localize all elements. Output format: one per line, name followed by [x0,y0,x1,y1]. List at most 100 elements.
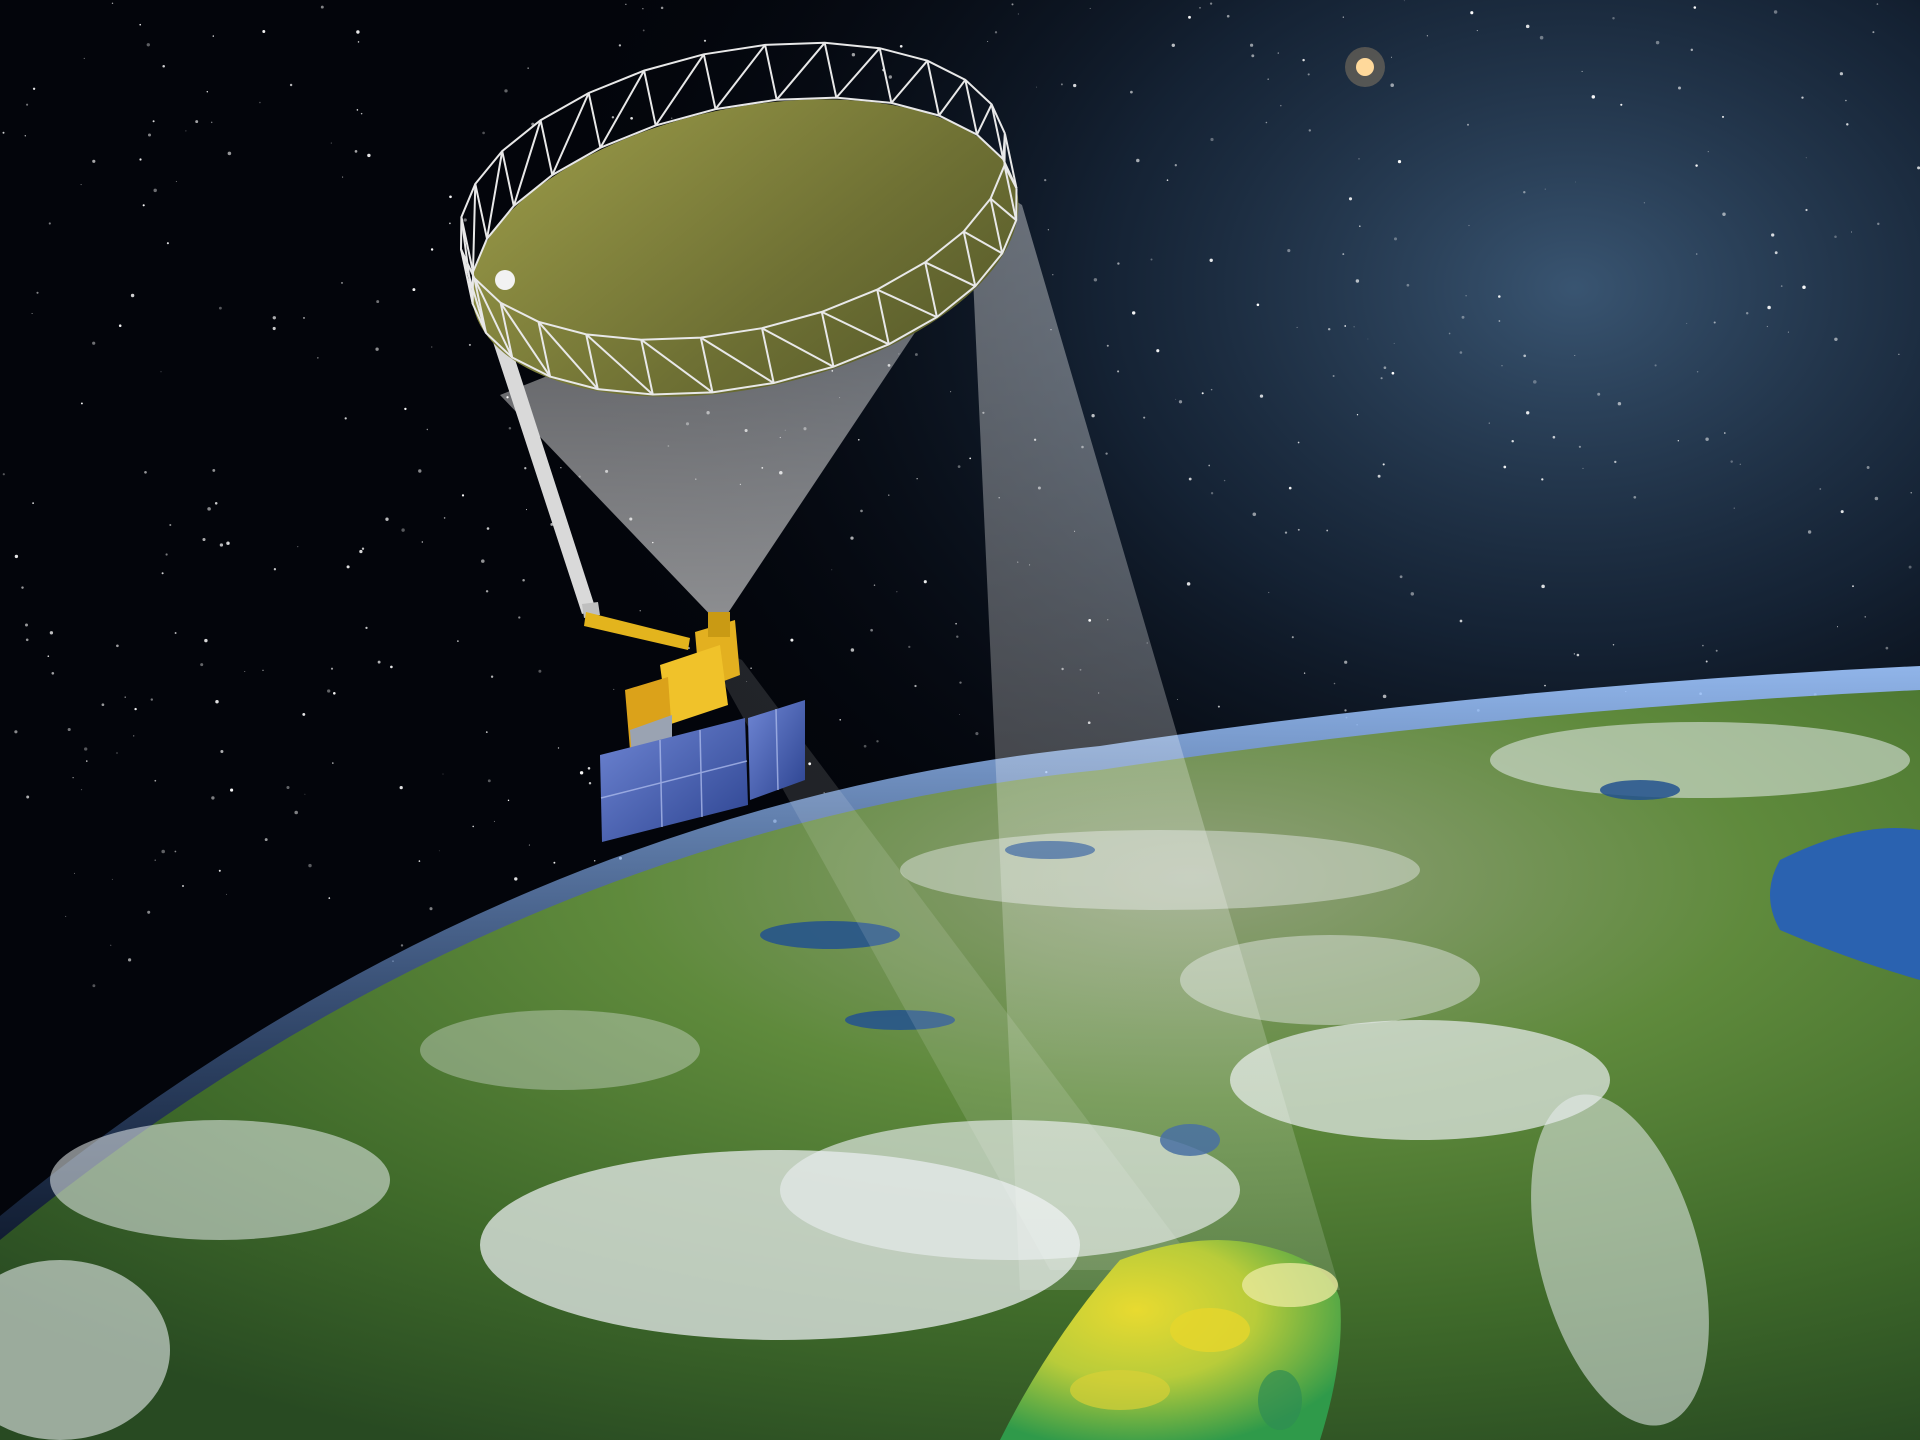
star [1175,398,1177,400]
star [1297,441,1300,444]
star [2,473,5,476]
star [154,859,156,861]
star [1730,460,1733,463]
star [218,306,222,310]
star [1807,530,1812,534]
star [1394,237,1397,241]
star [1291,636,1294,639]
star [1178,400,1183,404]
star [1459,351,1463,354]
star [1448,332,1451,335]
star [134,707,137,711]
star [790,638,794,642]
star [211,796,215,800]
star [367,153,371,158]
star [1297,528,1300,531]
antenna-boom [476,288,690,650]
star [463,218,467,222]
star [1307,73,1310,76]
star [116,644,119,648]
star [1541,478,1544,481]
star [1523,190,1526,194]
star [1342,16,1344,18]
star [1872,31,1875,34]
star [330,667,334,670]
star [230,788,234,792]
star [1552,435,1556,439]
star [86,760,88,762]
star [1344,325,1347,327]
star [950,391,952,393]
star [1143,416,1146,419]
solar-panel [600,700,805,842]
star [1617,401,1622,406]
star [896,591,898,593]
star [1575,181,1576,183]
star [1834,235,1837,238]
star [1367,338,1369,340]
star [1696,371,1699,373]
star [870,628,873,632]
star [959,681,962,684]
star [80,184,82,186]
star [746,681,748,682]
star [553,861,556,864]
star [1850,231,1853,233]
star [356,30,360,34]
star [1582,467,1584,469]
star [1259,394,1264,398]
star [851,53,856,57]
star [987,40,989,42]
star [262,669,264,671]
star [514,877,518,881]
star [1131,311,1136,315]
star [1188,15,1191,19]
star [442,773,444,775]
star [860,509,863,513]
star [1256,303,1260,307]
star [1476,30,1478,32]
star [390,665,393,669]
star [630,116,633,120]
star [207,507,211,511]
star [1690,48,1694,52]
star [508,426,512,430]
star [1722,212,1726,217]
star [1136,158,1140,163]
star [1393,342,1395,344]
star [165,553,168,556]
star [522,579,525,582]
star [618,44,622,47]
star [1356,414,1359,416]
star [1333,682,1336,685]
star [1917,166,1920,170]
star [888,494,890,496]
star [174,632,177,634]
star [111,2,114,5]
star [525,509,528,511]
star [1105,452,1108,455]
star [360,112,363,115]
star [1773,10,1778,14]
star [1177,698,1179,700]
star [1252,512,1257,517]
star [588,781,592,785]
star [850,648,855,652]
star [1702,644,1704,647]
star [1302,58,1305,62]
bright-star [1356,58,1374,76]
star [1060,83,1063,86]
star [162,65,165,68]
star [507,799,510,802]
star [377,660,381,664]
star [1089,7,1091,9]
star [923,580,927,584]
star [286,785,290,790]
star [161,849,165,854]
antenna-truss [459,41,1018,396]
star [1348,197,1353,201]
star [850,536,854,540]
star [262,30,266,33]
star [220,749,224,754]
star [1209,258,1213,262]
